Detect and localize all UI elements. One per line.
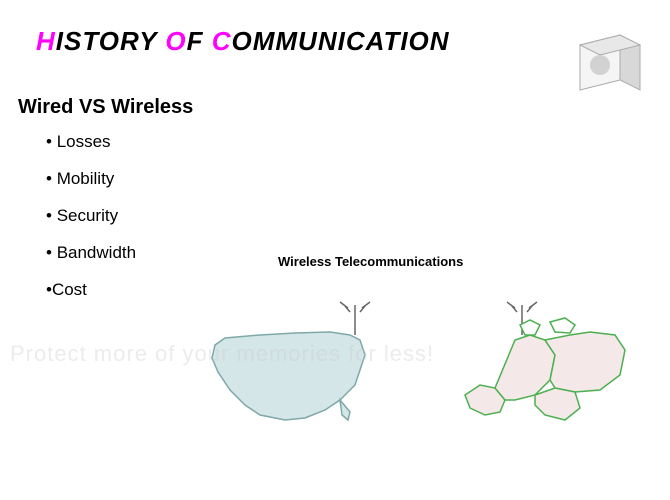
slide-title: HISTORY OF COMMUNICATION <box>36 26 450 57</box>
title-accent-1: H <box>36 26 56 56</box>
title-accent-3: C <box>212 26 232 56</box>
title-main-1: ISTORY <box>56 26 166 56</box>
list-item: • Losses <box>46 132 136 152</box>
map-caption: Wireless Telecommunications <box>278 254 463 269</box>
europe-map-icon <box>460 300 635 430</box>
list-item: •Cost <box>46 280 136 300</box>
title-main-3: OMMUNICATION <box>232 26 450 56</box>
title-accent-2: O <box>165 26 186 56</box>
us-map-icon <box>200 300 390 430</box>
list-item: • Mobility <box>46 169 136 189</box>
list-item: • Security <box>46 206 136 226</box>
list-item: • Bandwidth <box>46 243 136 263</box>
cube-decoration-icon <box>560 20 650 110</box>
slide-subtitle: Wired VS Wireless <box>18 96 193 119</box>
title-main-2: F <box>187 26 212 56</box>
maps-row <box>200 300 635 430</box>
bullet-list: • Losses • Mobility • Security • Bandwid… <box>46 132 136 317</box>
